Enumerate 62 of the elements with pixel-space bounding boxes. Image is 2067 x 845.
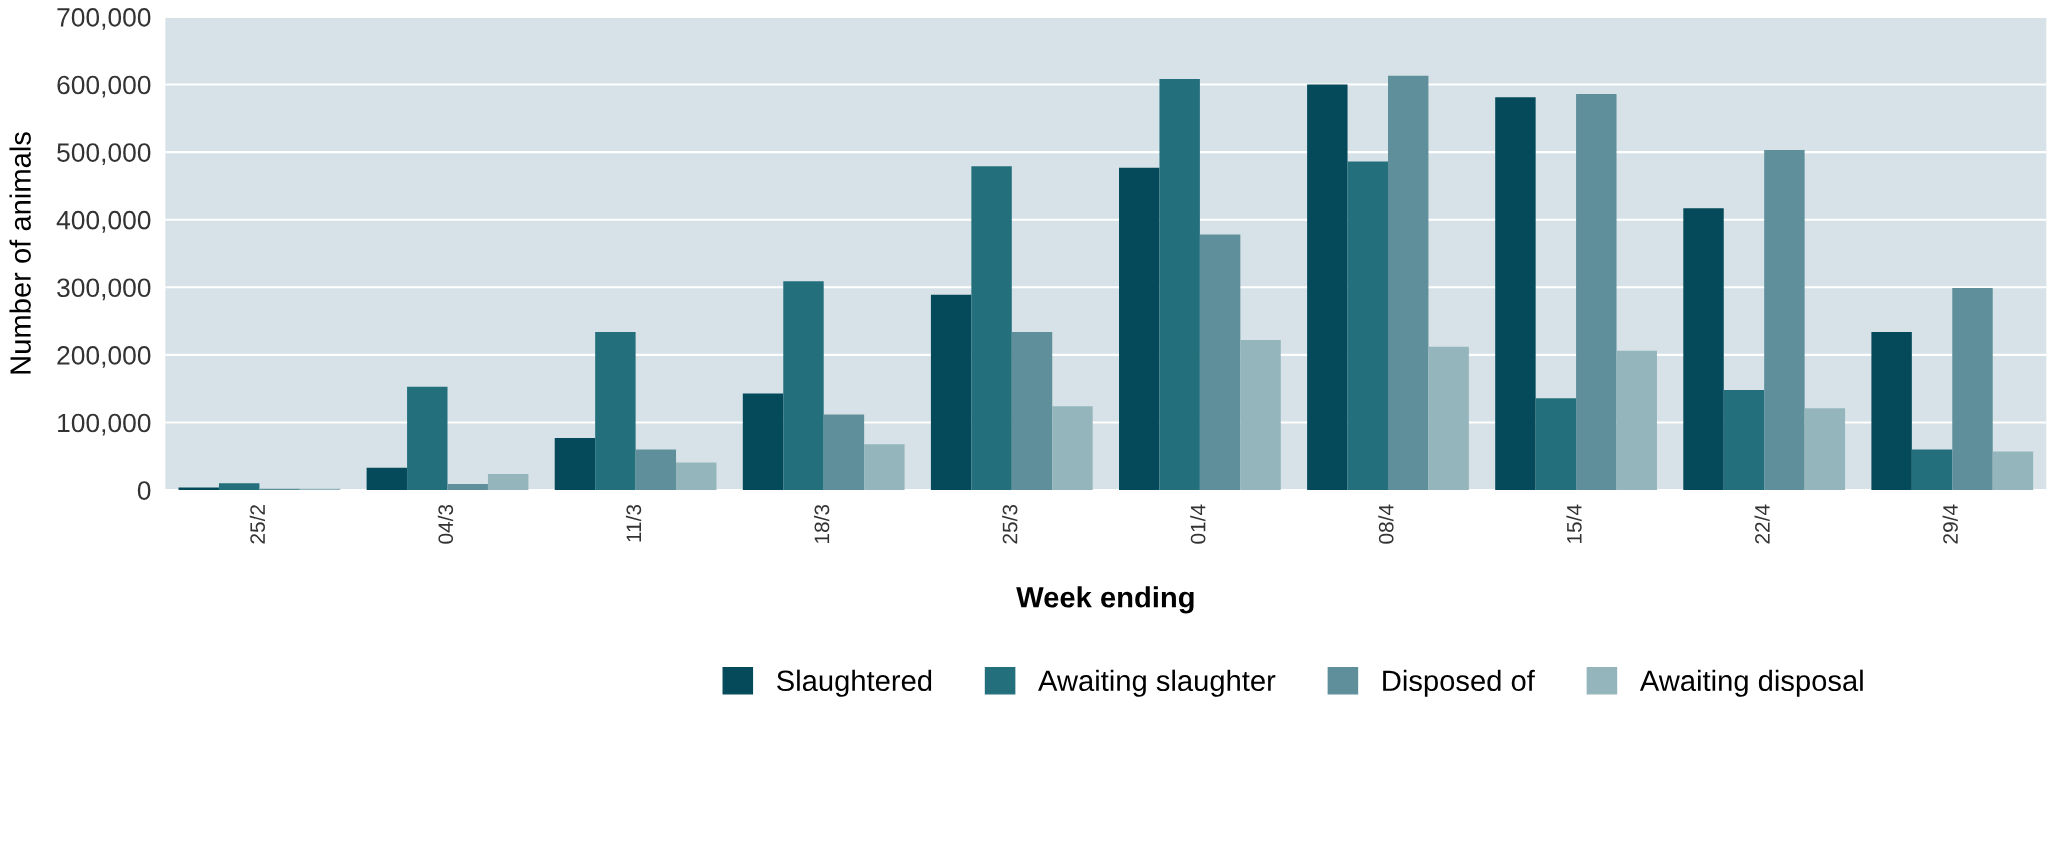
x-axis-title: Week ending bbox=[1016, 586, 1194, 614]
bar bbox=[1952, 287, 1993, 491]
bar bbox=[1307, 84, 1348, 491]
x-tick-label: 01/4 bbox=[1190, 504, 1206, 544]
x-tick-label: 18/3 bbox=[813, 504, 830, 543]
bar bbox=[676, 462, 717, 491]
bar bbox=[1495, 97, 1536, 491]
legend-label: Disposed of bbox=[1383, 669, 1535, 697]
bar bbox=[1804, 408, 1846, 491]
bar bbox=[1428, 346, 1469, 491]
bar bbox=[1992, 451, 2034, 491]
bar bbox=[1011, 331, 1053, 491]
bar bbox=[218, 483, 260, 491]
x-tick-label: 15/4 bbox=[1566, 504, 1582, 543]
bar bbox=[1911, 449, 1953, 491]
bar bbox=[783, 281, 824, 491]
bar bbox=[1199, 234, 1241, 491]
x-tick-label: 25/3 bbox=[1002, 504, 1018, 544]
bar bbox=[1535, 398, 1577, 491]
bar bbox=[823, 414, 865, 491]
y-tick-label: 700,000 bbox=[57, 8, 151, 30]
bar bbox=[1119, 167, 1160, 491]
y-tick-label: 300,000 bbox=[57, 278, 151, 301]
y-tick-label: 200,000 bbox=[57, 346, 151, 368]
bar bbox=[1871, 331, 1912, 491]
bar bbox=[864, 444, 905, 491]
bar bbox=[635, 449, 677, 491]
x-tick-label: 08/4 bbox=[1378, 504, 1394, 544]
x-tick-label: 04/3 bbox=[437, 504, 454, 544]
legend-label: Awaiting slaughter bbox=[1038, 669, 1276, 697]
bar bbox=[1616, 350, 1657, 491]
bar bbox=[1387, 75, 1429, 491]
bar bbox=[447, 484, 488, 491]
bar bbox=[1052, 406, 1093, 491]
bar bbox=[1576, 93, 1617, 491]
bar bbox=[554, 438, 596, 491]
x-tick-label: 22/4 bbox=[1754, 504, 1770, 544]
bar bbox=[1347, 161, 1388, 491]
y-tick-label: 100,000 bbox=[58, 413, 151, 436]
bar bbox=[487, 473, 529, 491]
y-tick-label: 0 bbox=[137, 481, 151, 500]
bar bbox=[930, 294, 972, 491]
bar bbox=[1240, 340, 1281, 491]
x-tick-label: 25/2 bbox=[249, 505, 265, 544]
x-tick-label: 11/3 bbox=[625, 504, 642, 542]
bar bbox=[595, 331, 636, 491]
x-tick-label: 29/4 bbox=[1942, 504, 1958, 544]
bar bbox=[1764, 150, 1805, 491]
y-tick-label: 400,000 bbox=[56, 210, 151, 233]
legend-label: Awaiting disposal bbox=[1639, 669, 1863, 697]
bar bbox=[366, 467, 408, 491]
y-tick-label: 600,000 bbox=[57, 75, 151, 98]
y-tick-label: 500,000 bbox=[57, 143, 151, 166]
bar bbox=[742, 393, 784, 491]
bar bbox=[971, 166, 1012, 491]
y-axis-title: Number of animals bbox=[9, 132, 31, 374]
bar bbox=[1723, 390, 1765, 491]
bar bbox=[407, 386, 448, 491]
legend-label: Slaughtered bbox=[777, 669, 932, 697]
bar bbox=[1159, 79, 1200, 491]
bar bbox=[1683, 208, 1724, 491]
bar bbox=[178, 487, 219, 491]
